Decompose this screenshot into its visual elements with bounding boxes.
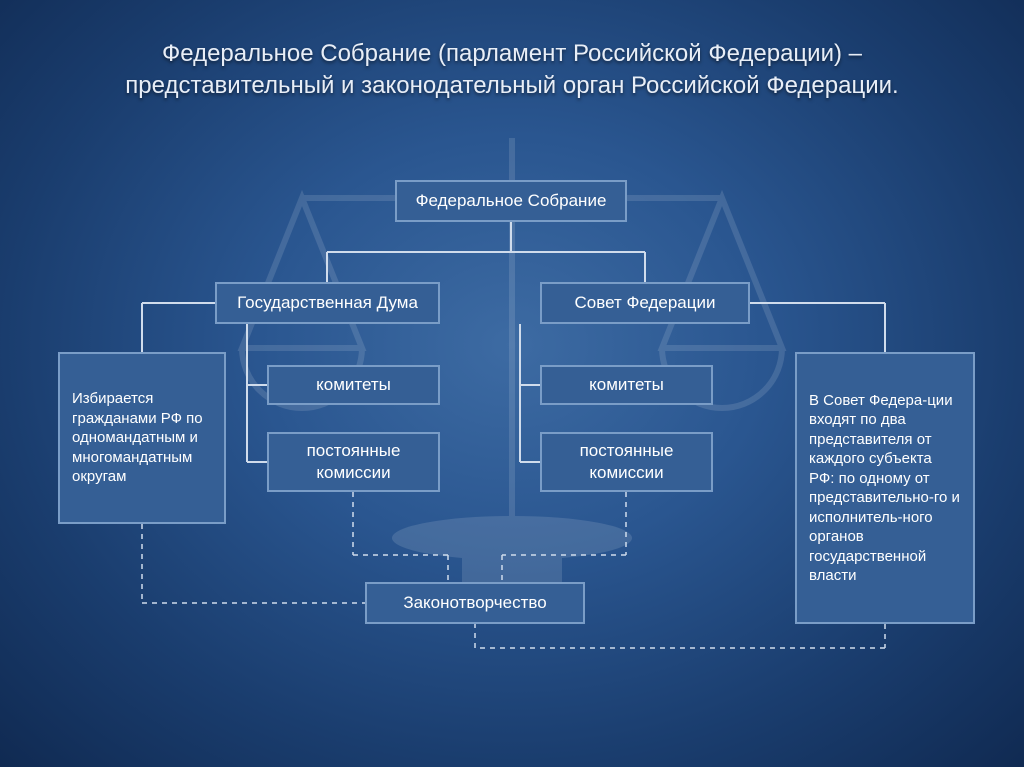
node-duma-commissions: постоянные комиссии [267,432,440,492]
node-duma-committees: комитеты [267,365,440,405]
node-duma: Государственная Дума [215,282,440,324]
node-sovet: Совет Федерации [540,282,750,324]
node-sovet-commissions: постоянные комиссии [540,432,713,492]
node-root: Федеральное Собрание [395,180,627,222]
node-lawmaking: Законотворчество [365,582,585,624]
page-title: Федеральное Собрание (парламент Российск… [0,38,1024,103]
node-left-note: Избирается гражданами РФ по одномандатны… [58,352,226,524]
node-sovet-committees: комитеты [540,365,713,405]
node-right-note: В Совет Федера-ции входят по два предста… [795,352,975,624]
